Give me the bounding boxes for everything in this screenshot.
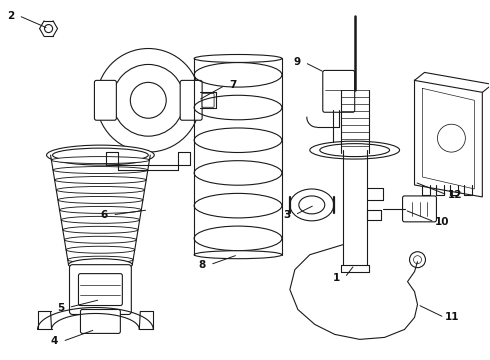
FancyBboxPatch shape [70,265,131,315]
Ellipse shape [52,148,148,162]
Text: 8: 8 [198,260,206,270]
Ellipse shape [63,226,138,233]
Ellipse shape [53,167,148,174]
Ellipse shape [66,246,135,253]
Ellipse shape [69,259,132,271]
FancyBboxPatch shape [202,93,214,107]
Text: 5: 5 [57,302,64,312]
Text: 3: 3 [283,210,291,220]
Circle shape [438,124,465,152]
Ellipse shape [51,157,149,163]
Text: 1: 1 [333,273,341,283]
Ellipse shape [68,256,133,263]
Text: 10: 10 [435,217,450,227]
Text: 9: 9 [294,58,300,67]
Circle shape [130,82,166,118]
Ellipse shape [58,197,143,203]
Circle shape [97,49,200,152]
Ellipse shape [54,176,146,184]
Ellipse shape [310,141,399,159]
FancyBboxPatch shape [180,80,202,120]
FancyBboxPatch shape [403,196,437,222]
Circle shape [414,256,421,264]
Ellipse shape [320,144,390,157]
Ellipse shape [61,216,140,223]
FancyBboxPatch shape [78,274,122,306]
Text: 7: 7 [229,80,237,90]
Ellipse shape [194,54,282,62]
Text: 12: 12 [448,190,463,200]
Circle shape [410,252,425,268]
Ellipse shape [299,196,325,214]
Ellipse shape [59,206,141,213]
Text: 6: 6 [101,210,108,220]
Ellipse shape [64,236,136,243]
Circle shape [112,64,184,136]
Text: 11: 11 [445,312,460,323]
Ellipse shape [290,189,334,221]
Ellipse shape [56,186,145,193]
Ellipse shape [194,251,282,259]
Circle shape [45,24,52,33]
FancyBboxPatch shape [95,80,116,120]
FancyBboxPatch shape [80,310,121,333]
FancyBboxPatch shape [323,71,355,112]
Ellipse shape [47,145,154,165]
Text: 2: 2 [7,11,14,21]
Text: 4: 4 [51,336,58,346]
